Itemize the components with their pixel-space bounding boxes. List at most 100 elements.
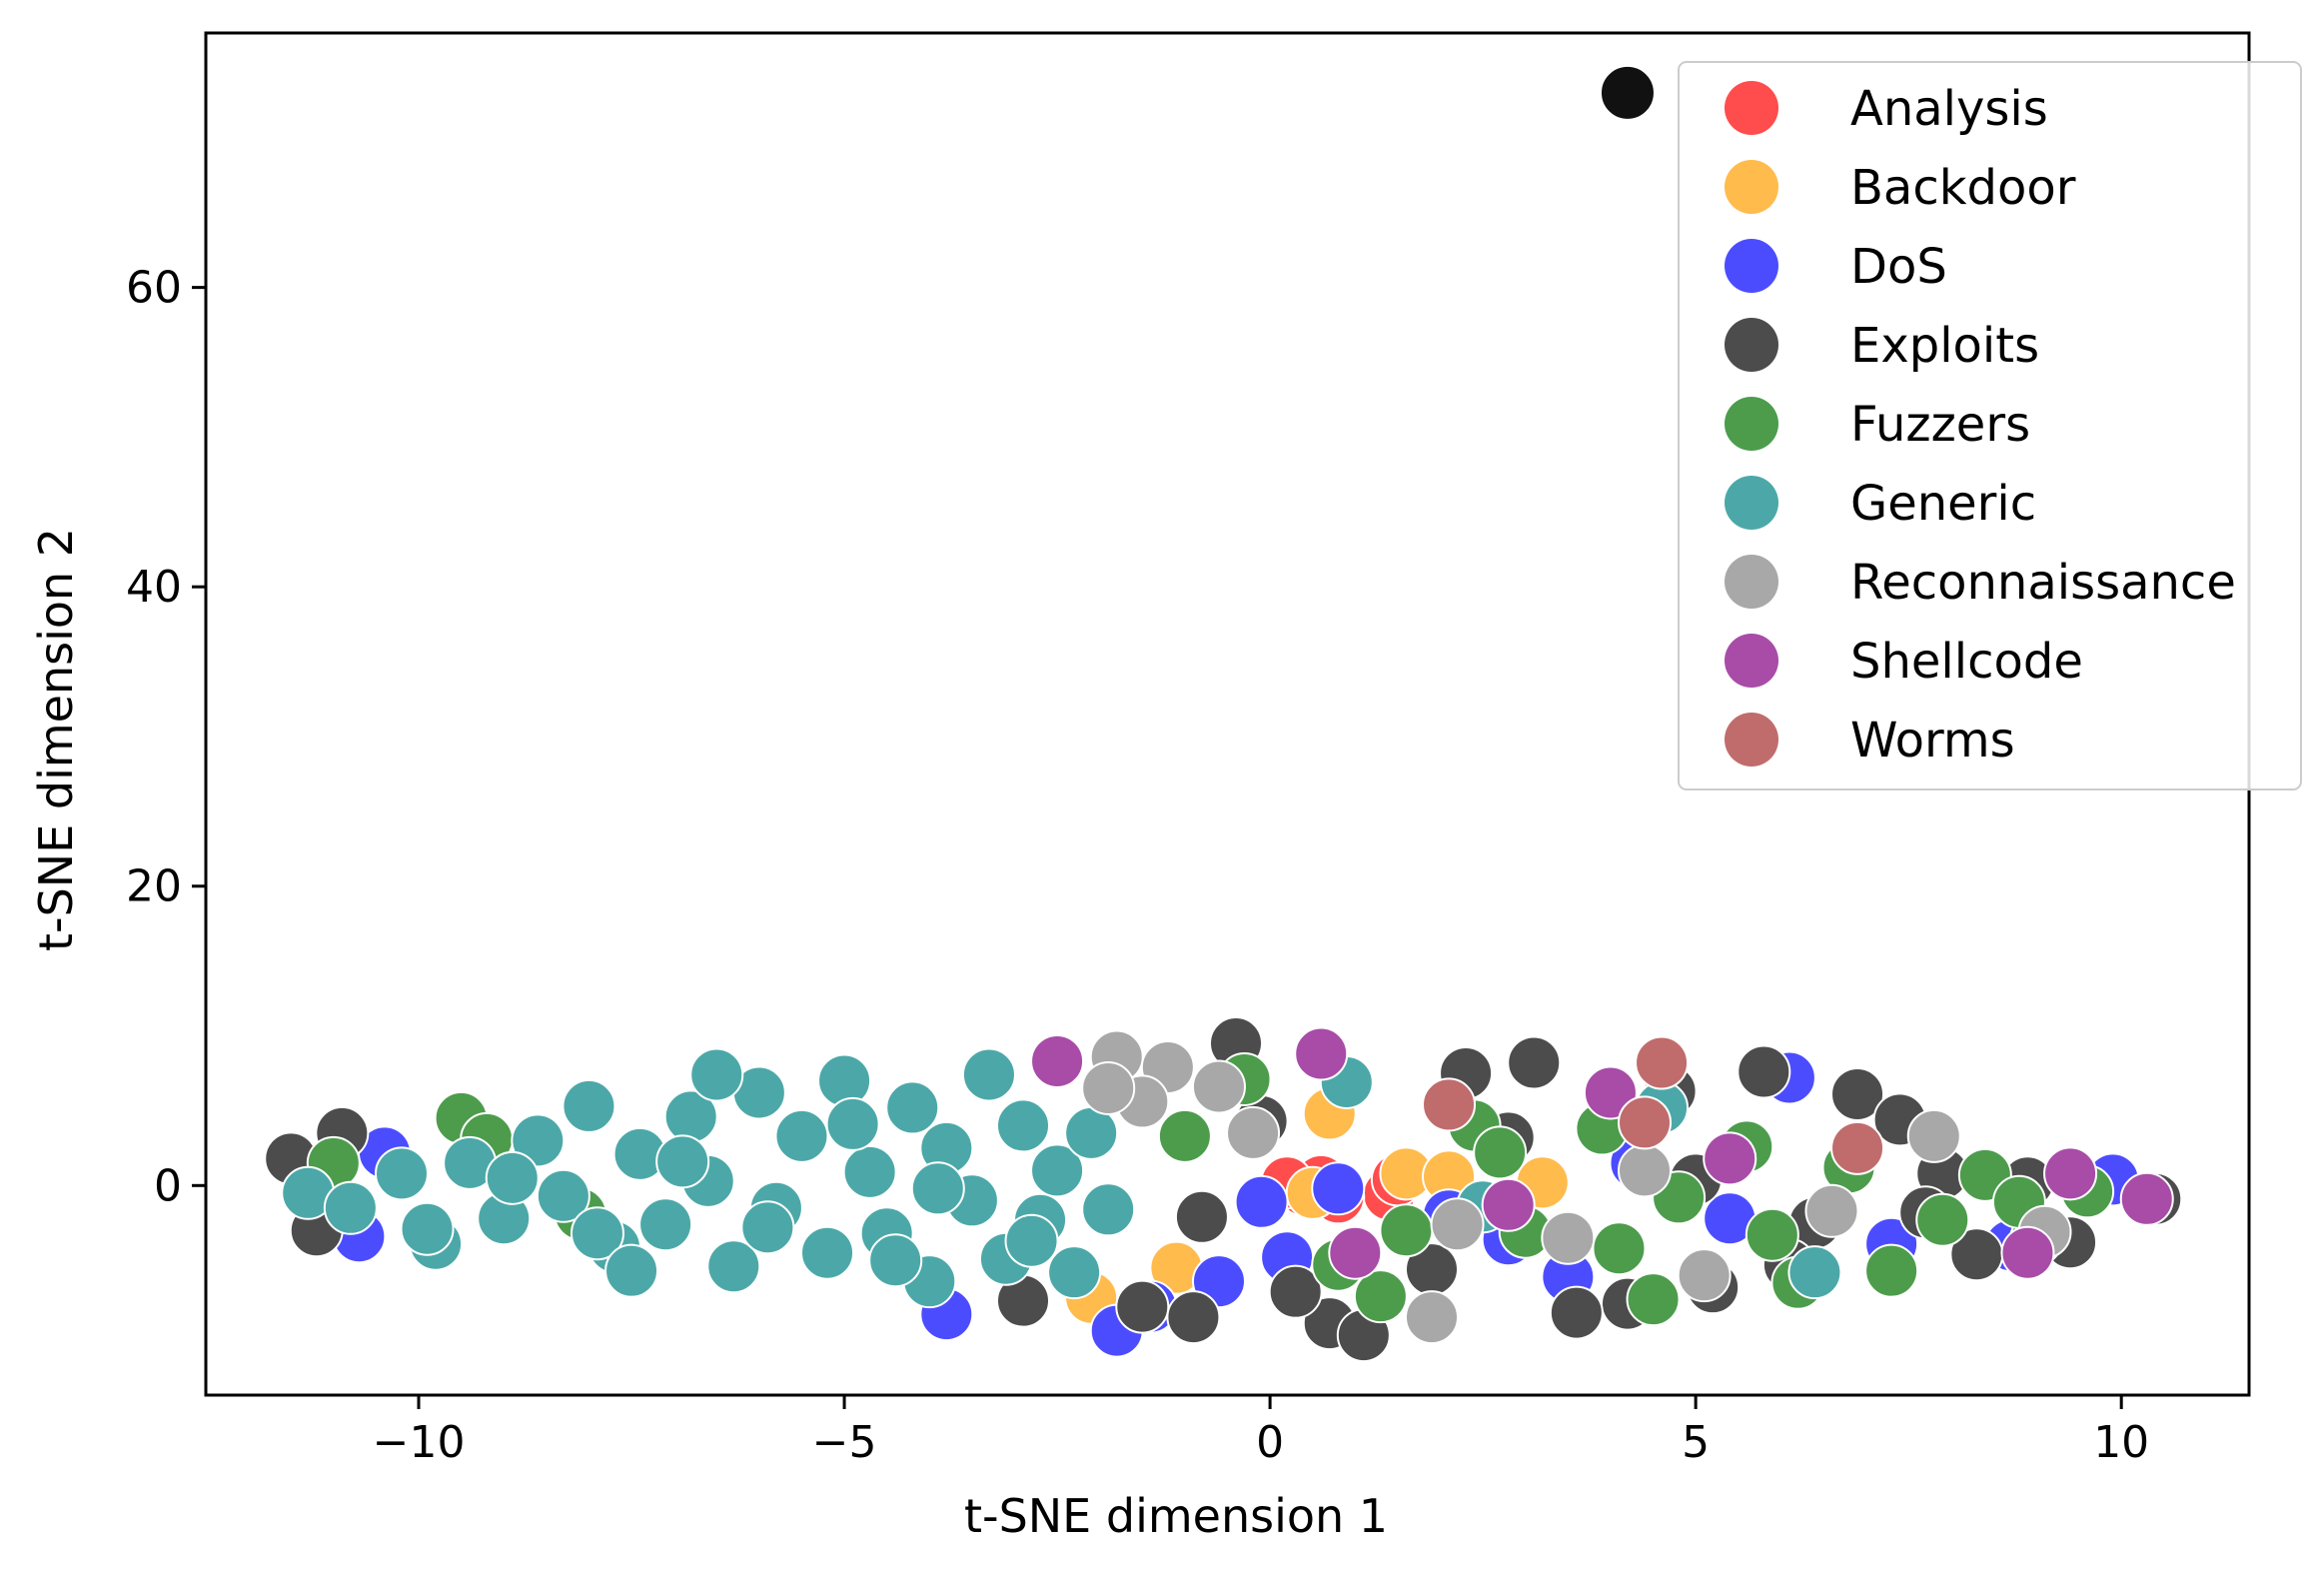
y-tick-label: 60 xyxy=(126,263,182,314)
legend-label-worms: Worms xyxy=(1850,713,2015,769)
point-generic xyxy=(400,1201,455,1256)
y-tick-label: 20 xyxy=(126,861,182,912)
point-fuzzers xyxy=(1157,1108,1212,1163)
legend-marker-generic xyxy=(1725,476,1778,530)
point-exploits xyxy=(1549,1285,1604,1340)
point-generic xyxy=(961,1047,1016,1102)
point-generic xyxy=(825,1096,880,1151)
point-generic xyxy=(740,1200,795,1255)
point-reconnaissance xyxy=(1618,1143,1673,1198)
point-shellcode xyxy=(2000,1225,2055,1280)
point-exploits xyxy=(1115,1279,1170,1334)
x-tick-label: 0 xyxy=(1256,1417,1284,1468)
x-axis-ticks: −10 −5 0 5 10 xyxy=(373,1395,2149,1468)
legend-marker-backdoor xyxy=(1725,160,1778,214)
y-axis-label: t-SNE dimension 2 xyxy=(29,528,83,951)
point-generic xyxy=(374,1146,429,1201)
point-generic xyxy=(1004,1213,1059,1268)
point-generic xyxy=(485,1150,540,1205)
point-generic xyxy=(910,1161,965,1216)
point-worms xyxy=(1830,1120,1885,1175)
point-reconnaissance xyxy=(1906,1108,1961,1163)
point-reconnaissance xyxy=(1541,1210,1596,1265)
point-reconnaissance xyxy=(1405,1290,1459,1345)
point-shellcode xyxy=(2119,1171,2174,1226)
legend-label-analysis: Analysis xyxy=(1850,81,2048,137)
point-shellcode xyxy=(1481,1177,1536,1232)
point-exploits xyxy=(1737,1044,1791,1099)
point-generic xyxy=(323,1180,378,1235)
legend-marker-exploits xyxy=(1725,318,1778,372)
x-axis-label: t-SNE dimension 1 xyxy=(964,1489,1388,1543)
point-generic xyxy=(885,1080,940,1135)
point-shellcode xyxy=(1583,1065,1638,1120)
point-generic xyxy=(570,1206,624,1261)
x-tick-label: 5 xyxy=(1682,1417,1710,1468)
y-tick-label: 40 xyxy=(126,562,182,613)
point-reconnaissance xyxy=(1191,1059,1246,1114)
point-generic xyxy=(996,1098,1050,1153)
point-generic xyxy=(604,1243,659,1298)
point-generic xyxy=(1787,1245,1842,1300)
point-generic xyxy=(1081,1182,1136,1237)
point-exploits-outlier xyxy=(1599,64,1656,121)
point-generic xyxy=(1047,1245,1102,1300)
legend-label-dos: DoS xyxy=(1850,239,1947,295)
point-fuzzers xyxy=(1915,1192,1970,1247)
point-shellcode xyxy=(1328,1225,1383,1280)
point-shellcode xyxy=(1703,1131,1757,1186)
point-generic xyxy=(800,1225,855,1280)
point-generic xyxy=(689,1047,744,1102)
point-worms xyxy=(1635,1035,1690,1090)
point-fuzzers xyxy=(1353,1269,1408,1324)
point-generic xyxy=(562,1078,616,1133)
legend-box xyxy=(1678,61,2302,790)
point-exploits xyxy=(1268,1264,1323,1319)
y-axis-ticks: 0 20 40 60 xyxy=(126,263,206,1211)
point-fuzzers xyxy=(1626,1272,1681,1327)
point-fuzzers xyxy=(1379,1203,1434,1258)
point-generic xyxy=(868,1233,923,1288)
point-generic xyxy=(655,1134,710,1189)
legend-label-fuzzers: Fuzzers xyxy=(1850,397,2030,453)
point-reconnaissance xyxy=(1804,1183,1859,1238)
point-generic xyxy=(706,1239,761,1294)
legend-marker-worms xyxy=(1725,713,1778,767)
y-tick-label: 0 xyxy=(154,1160,182,1211)
point-worms xyxy=(1422,1077,1477,1132)
point-generic xyxy=(511,1113,566,1168)
x-tick-label: 10 xyxy=(2093,1417,2149,1468)
scatter-points xyxy=(264,64,2183,1363)
point-exploits xyxy=(1174,1189,1229,1244)
legend-marker-fuzzers xyxy=(1725,397,1778,451)
point-fuzzers xyxy=(1592,1221,1647,1276)
point-generic xyxy=(536,1168,590,1223)
point-shellcode xyxy=(1030,1033,1085,1088)
point-exploits xyxy=(1166,1290,1221,1345)
point-shellcode xyxy=(2043,1146,2098,1201)
point-exploits xyxy=(1507,1035,1562,1090)
legend-label-shellcode: Shellcode xyxy=(1850,634,2083,690)
point-generic xyxy=(1030,1143,1085,1198)
legend-label-exploits: Exploits xyxy=(1850,318,2039,374)
point-exploits xyxy=(1830,1066,1885,1121)
point-reconnaissance xyxy=(1226,1105,1281,1160)
legend-label-reconnaissance: Reconnaissance xyxy=(1850,555,2236,611)
legend-marker-reconnaissance xyxy=(1725,555,1778,609)
point-shellcode xyxy=(1294,1026,1349,1081)
x-tick-label: −5 xyxy=(812,1417,877,1468)
point-reconnaissance xyxy=(1677,1248,1732,1303)
point-generic xyxy=(774,1108,829,1163)
legend-marker-analysis xyxy=(1725,81,1778,135)
legend-label-backdoor: Backdoor xyxy=(1850,160,2076,216)
legend-label-generic: Generic xyxy=(1850,476,2036,532)
point-fuzzers xyxy=(1473,1125,1528,1180)
point-generic xyxy=(638,1197,693,1252)
x-tick-label: −10 xyxy=(373,1417,466,1468)
point-dos xyxy=(1311,1161,1366,1216)
legend-marker-shellcode xyxy=(1725,634,1778,688)
point-reconnaissance xyxy=(1430,1197,1485,1252)
point-dos xyxy=(1234,1174,1289,1229)
point-generic xyxy=(842,1144,897,1199)
